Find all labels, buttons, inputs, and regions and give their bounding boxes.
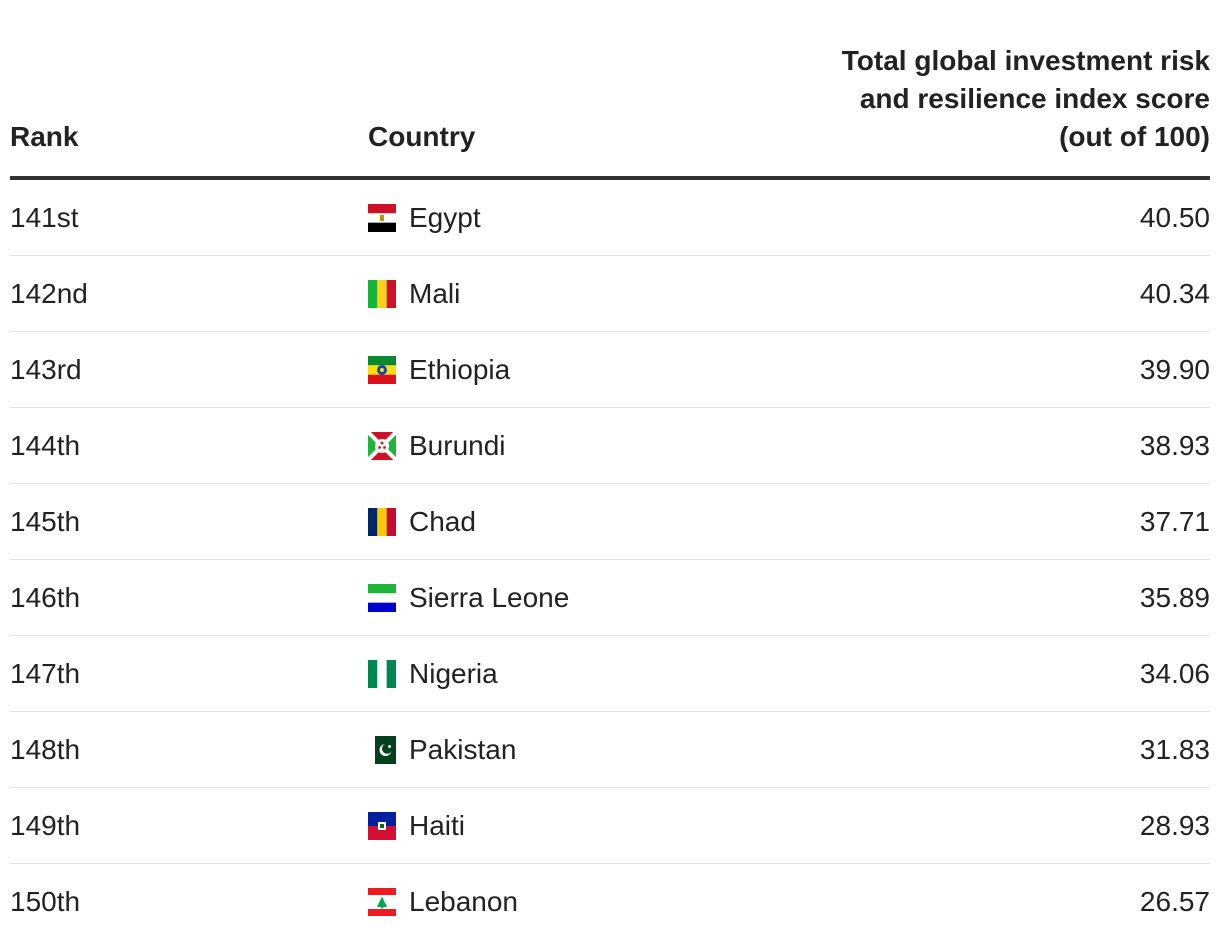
lebanon-flag-icon (368, 887, 396, 916)
rank-cell: 146th (10, 582, 81, 613)
score-cell: 35.89 (1139, 582, 1210, 613)
country-cell: Nigeria (368, 636, 498, 711)
mali-flag-icon (368, 279, 396, 308)
column-header-score-line-1: Total global investment risk (841, 45, 1210, 76)
egypt-flag-icon (368, 203, 396, 232)
country-name: Nigeria (409, 658, 498, 689)
pakistan-flag-icon (368, 735, 396, 764)
rank-cell: 150th (10, 886, 81, 917)
table-row: 143rd Ethiopia 39.90 (10, 332, 1210, 408)
country-name: Ethiopia (409, 354, 511, 385)
table-row: 146th Sierra Leone 35.89 (10, 560, 1210, 636)
country-name: Sierra Leone (409, 582, 570, 613)
table-row: 150th Lebanon 26.57 (10, 864, 1210, 939)
country-name: Pakistan (409, 734, 517, 765)
column-header-country: Country (368, 121, 476, 152)
country-name: Chad (409, 506, 476, 537)
rank-cell: 142nd (10, 278, 88, 309)
column-header-score-line-3: (out of 100) (1059, 121, 1210, 152)
score-cell: 39.90 (1139, 354, 1210, 385)
country-cell: Mali (368, 256, 460, 331)
column-header-rank: Rank (10, 121, 79, 152)
haiti-flag-icon (368, 811, 396, 840)
column-header-score-line-2: and resilience index score (859, 83, 1210, 114)
table-row: 149th Haiti 28.93 (10, 788, 1210, 864)
table-row: 147th Nigeria 34.06 (10, 636, 1210, 712)
country-cell: Sierra Leone (368, 560, 569, 635)
ethiopia-flag-icon (368, 355, 396, 384)
rank-cell: 141st (10, 202, 79, 233)
score-cell: 37.71 (1139, 506, 1210, 537)
rank-cell: 145th (10, 506, 81, 537)
rank-cell: 144th (10, 430, 81, 461)
chad-flag-icon (368, 507, 396, 536)
column-header-score: Total global investment risk and resilie… (650, 42, 1210, 156)
country-cell: Chad (368, 484, 476, 559)
rank-cell: 148th (10, 734, 81, 765)
sierra-leone-flag-icon (368, 583, 396, 612)
table-body: 141st Egypt 40.50 142nd Mali 40.34 143rd (10, 180, 1210, 939)
country-cell: Burundi (368, 408, 506, 483)
score-cell: 40.34 (1139, 278, 1210, 309)
ranking-table: Rank Country Total global investment ris… (10, 0, 1210, 939)
country-cell: Haiti (368, 788, 465, 863)
score-cell: 40.50 (1139, 202, 1210, 233)
burundi-flag-icon (368, 431, 396, 460)
country-cell: Egypt (368, 180, 481, 255)
table-row: 145th Chad 37.71 (10, 484, 1210, 560)
rank-cell: 149th (10, 810, 81, 841)
score-cell: 38.93 (1139, 430, 1210, 461)
table-header: Rank Country Total global investment ris… (10, 0, 1210, 180)
country-name: Egypt (409, 202, 481, 233)
country-name: Haiti (409, 810, 466, 841)
country-name: Burundi (409, 430, 506, 461)
score-cell: 28.93 (1139, 810, 1210, 841)
nigeria-flag-icon (368, 659, 396, 688)
table-row: 142nd Mali 40.34 (10, 256, 1210, 332)
country-cell: Ethiopia (368, 332, 510, 407)
table-row: 144th Burundi 38.93 (10, 408, 1210, 484)
country-name: Mali (409, 278, 461, 309)
table-row: 141st Egypt 40.50 (10, 180, 1210, 256)
country-cell: Pakistan (368, 712, 516, 787)
score-cell: 26.57 (1139, 886, 1210, 917)
table-row: 148th Pakistan 31.83 (10, 712, 1210, 788)
score-cell: 31.83 (1139, 734, 1210, 765)
score-cell: 34.06 (1139, 658, 1210, 689)
rank-cell: 147th (10, 658, 81, 689)
country-cell: Lebanon (368, 864, 518, 939)
country-name: Lebanon (409, 886, 519, 917)
rank-cell: 143rd (10, 354, 82, 385)
